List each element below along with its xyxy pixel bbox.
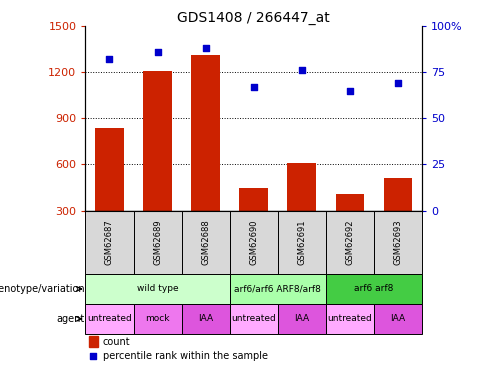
Text: arf6 arf8: arf6 arf8 bbox=[354, 284, 394, 293]
Text: arf6/arf6 ARF8/arf8: arf6/arf6 ARF8/arf8 bbox=[234, 284, 321, 293]
Text: GSM62692: GSM62692 bbox=[346, 219, 354, 265]
Point bbox=[154, 49, 162, 55]
Bar bbox=[374, 304, 422, 334]
Bar bbox=[134, 210, 182, 274]
Bar bbox=[95, 128, 124, 210]
Bar bbox=[278, 210, 326, 274]
Title: GDS1408 / 266447_at: GDS1408 / 266447_at bbox=[177, 11, 330, 25]
Bar bbox=[278, 304, 326, 334]
Text: GSM62688: GSM62688 bbox=[201, 219, 210, 265]
Bar bbox=[326, 274, 422, 304]
Bar bbox=[287, 163, 316, 210]
Text: GSM62690: GSM62690 bbox=[249, 219, 258, 265]
Point bbox=[105, 56, 113, 62]
Bar bbox=[239, 188, 268, 210]
Bar bbox=[182, 210, 230, 274]
Text: untreated: untreated bbox=[327, 314, 372, 323]
Text: GSM62689: GSM62689 bbox=[153, 219, 162, 265]
Bar bbox=[85, 304, 134, 334]
Text: IAA: IAA bbox=[294, 314, 309, 323]
Bar bbox=[134, 304, 182, 334]
Text: IAA: IAA bbox=[198, 314, 213, 323]
Bar bbox=[85, 274, 230, 304]
Text: IAA: IAA bbox=[390, 314, 406, 323]
Point bbox=[298, 68, 306, 74]
Bar bbox=[326, 304, 374, 334]
Text: agent: agent bbox=[57, 314, 85, 324]
Point bbox=[346, 88, 354, 94]
Bar bbox=[374, 210, 422, 274]
Text: GSM62693: GSM62693 bbox=[393, 219, 403, 265]
Text: genotype/variation: genotype/variation bbox=[0, 284, 85, 294]
Bar bbox=[336, 194, 365, 210]
Text: wild type: wild type bbox=[137, 284, 179, 293]
Text: untreated: untreated bbox=[87, 314, 132, 323]
Text: GSM62687: GSM62687 bbox=[105, 219, 114, 265]
Text: mock: mock bbox=[145, 314, 170, 323]
Bar bbox=[89, 336, 98, 347]
Point bbox=[90, 353, 98, 359]
Text: untreated: untreated bbox=[231, 314, 276, 323]
Point bbox=[250, 84, 258, 90]
Text: GSM62691: GSM62691 bbox=[297, 219, 306, 265]
Text: count: count bbox=[103, 337, 130, 346]
Bar bbox=[384, 178, 412, 210]
Bar bbox=[191, 56, 220, 210]
Point bbox=[202, 45, 209, 51]
Bar bbox=[143, 71, 172, 210]
Point bbox=[394, 80, 402, 86]
Bar bbox=[85, 210, 134, 274]
Bar bbox=[326, 210, 374, 274]
Bar bbox=[230, 274, 326, 304]
Text: percentile rank within the sample: percentile rank within the sample bbox=[103, 351, 268, 361]
Bar bbox=[230, 210, 278, 274]
Bar bbox=[182, 304, 230, 334]
Bar bbox=[230, 304, 278, 334]
